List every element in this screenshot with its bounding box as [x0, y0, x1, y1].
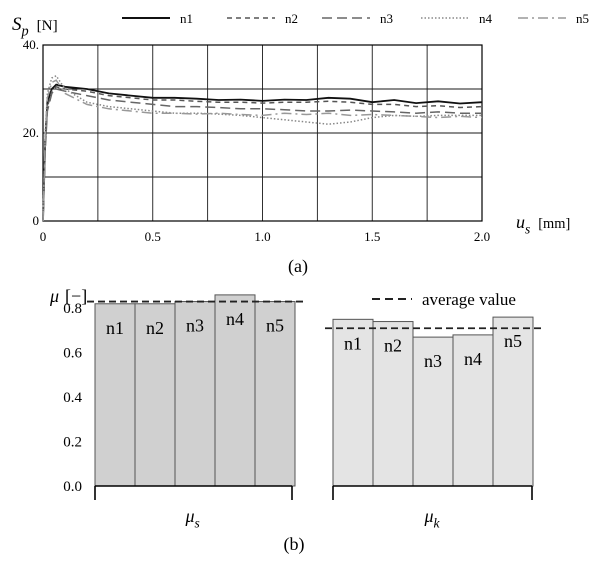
y-tick-label: 0.0 [63, 479, 82, 495]
bar-label: n5 [266, 316, 284, 336]
series-line-n1 [42, 83, 483, 222]
x-tick-label: 0.5 [145, 229, 161, 244]
bar-label: n3 [424, 351, 442, 371]
series-line-n5 [42, 79, 483, 222]
legend-label-n2: n2 [285, 11, 298, 26]
bar-label: n5 [504, 331, 522, 351]
bar-s-n2 [134, 303, 176, 487]
plot-frame [42, 44, 483, 222]
legend-label-n5: n5 [576, 11, 589, 26]
legend-label-n1: n1 [180, 11, 193, 26]
panel-label-a: (a) [288, 256, 308, 277]
bar-s-n3 [174, 301, 216, 487]
x-tick-label: 0 [40, 229, 47, 244]
legend-average-label: average value [422, 290, 516, 309]
bar-k-n2 [372, 321, 414, 487]
bar-label: n2 [384, 336, 402, 356]
y-tick-label: 0.2 [63, 435, 82, 451]
chart-a: 0 0.5 1.0 1.5 2.0 0 20. 40.Sp [N] us [mm] n1 n2 n3 n4 n… [12, 11, 589, 277]
y-axis-label: Sp [N] [12, 14, 58, 40]
x-tick-label: 2.0 [474, 229, 490, 244]
bar-k-n3 [412, 336, 454, 487]
x-tick-label: 1.5 [364, 229, 380, 244]
legend-label-n4: n4 [479, 11, 493, 26]
bar-s-n4 [214, 294, 256, 487]
bar-k-n4 [452, 334, 494, 487]
bar-label: n2 [146, 318, 164, 338]
bar-label: n4 [226, 309, 244, 329]
legend-label-n3: n3 [380, 11, 393, 26]
chart-b: 0.0 0.2 0.4 0.6 0.8 n1 n2 n3 n4 n5 μs n1 n2 n3 n4 n5 μk μ… [49, 286, 545, 555]
y-tick-label: 20. [23, 125, 39, 140]
bar-k-n5 [492, 316, 534, 487]
bar-label: n1 [344, 333, 362, 353]
y-tick-label: 0.4 [63, 390, 82, 406]
bar-label: n3 [186, 316, 204, 336]
series-line-n3 [42, 88, 482, 222]
y-axis-label: μ [−] [49, 286, 87, 306]
series-line-n4 [42, 74, 482, 222]
y-tick-label: 40. [23, 37, 39, 52]
x-axis-label: us [mm] [516, 212, 570, 236]
group-label-k: μk [424, 506, 441, 530]
bar-label: n1 [106, 318, 124, 338]
y-tick-label: 0.6 [63, 346, 82, 362]
x-tick-label: 1.0 [254, 229, 270, 244]
panel-label-b: (b) [284, 534, 305, 555]
y-tick-label: 0 [33, 213, 40, 228]
bar-k-n1 [332, 318, 374, 487]
group-label-s: μs [185, 506, 200, 530]
y-tick-label: 0.8 [63, 301, 82, 317]
bar-label: n4 [464, 349, 482, 369]
series-line-n2 [42, 85, 483, 222]
